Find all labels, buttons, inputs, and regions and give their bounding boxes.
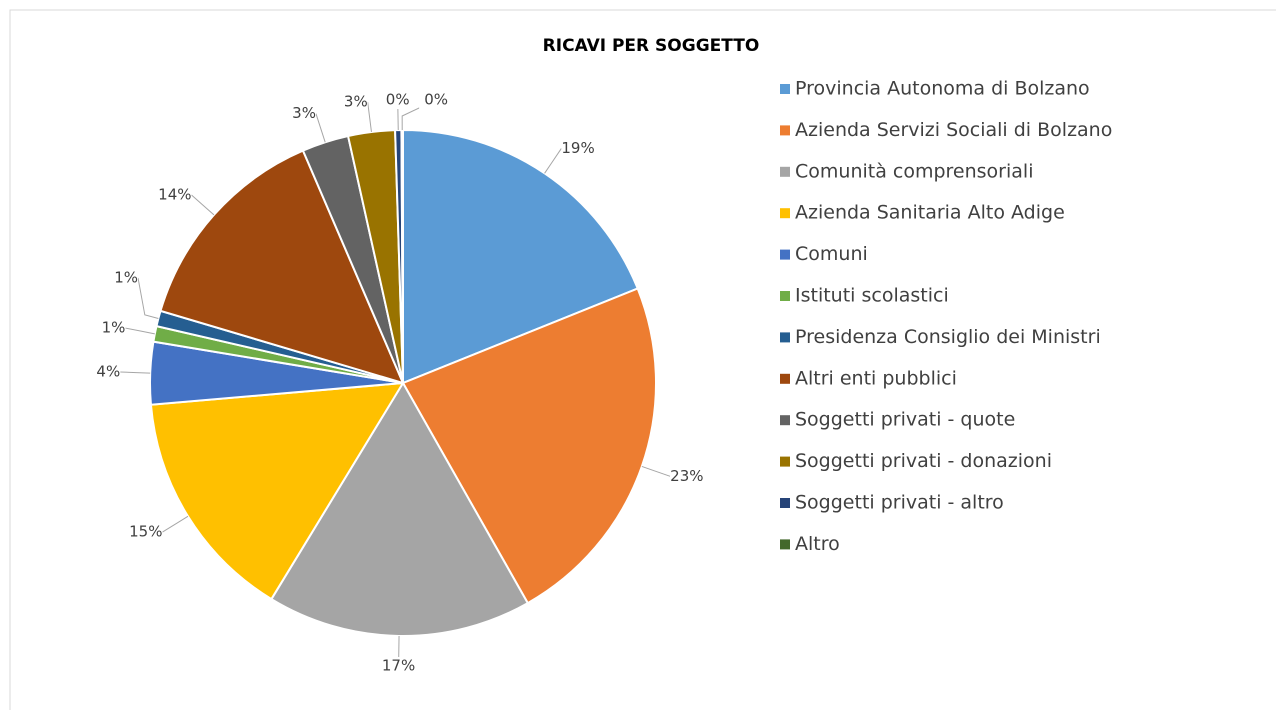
pie-slice (400, 128, 404, 384)
pie-slice (270, 381, 530, 637)
leader-line (641, 465, 671, 477)
leader-line (367, 102, 372, 133)
chart-title: RICAVI PER SOGGETTO (543, 36, 760, 56)
data-label: 15% (129, 523, 162, 541)
legend-label: Istituti scolastici (795, 285, 949, 307)
label-bg (281, 104, 316, 123)
legend-label: Comunità comprensoriali (795, 160, 1033, 182)
data-label: 19% (561, 139, 594, 157)
legend-swatch (780, 125, 790, 136)
label-bg (104, 268, 139, 287)
label-bg (128, 523, 163, 542)
legend-swatch (780, 208, 790, 219)
leader-line (315, 113, 326, 143)
data-label: 17% (382, 656, 415, 674)
data-label: 0% (386, 91, 410, 109)
legend-label: Soggetti privati - donazioni (795, 450, 1052, 472)
leader-line (544, 148, 562, 174)
data-label: 0% (424, 90, 448, 108)
label-bg (333, 93, 368, 112)
label-bg (91, 319, 126, 338)
legend-label: Comuni (795, 243, 868, 265)
leader-line (120, 371, 151, 374)
pie-slice (401, 287, 657, 605)
legend-swatch (780, 249, 790, 260)
label-bg (670, 467, 705, 486)
legend-label: Presidenza Consiglio dei Ministri (795, 326, 1101, 348)
label-bg (380, 91, 415, 110)
legend-swatch (780, 166, 790, 177)
legend-swatch (780, 332, 790, 343)
label-bg (157, 185, 192, 204)
chart-frame (9, 9, 1276, 710)
pie-slice (159, 149, 405, 385)
legend-swatch (780, 84, 790, 94)
legend-label: Soggetti privati - quote (795, 409, 1015, 431)
legend-label: Altro (795, 533, 840, 555)
data-label: 23% (670, 467, 703, 485)
leader-line (125, 327, 155, 335)
data-label: 3% (292, 104, 316, 122)
legend-swatch (780, 539, 790, 550)
label-bg (419, 90, 454, 109)
leader-line (137, 277, 159, 319)
legend-label: Azienda Servizi Sociali di Bolzano (795, 119, 1112, 141)
leader-line (162, 515, 189, 533)
label-bg (381, 656, 416, 675)
legend-swatch (780, 291, 790, 301)
legend-swatch (780, 415, 790, 426)
legend-label: Azienda Sanitaria Alto Adige (795, 202, 1065, 224)
data-label: 4% (96, 362, 120, 380)
data-label: 3% (344, 93, 368, 111)
legend-swatch (780, 456, 790, 467)
data-label: 1% (102, 319, 126, 337)
legend-swatch (780, 373, 790, 384)
legend-label: Soggetti privati - altro (795, 492, 1004, 514)
legend-label: Altri enti pubblici (795, 367, 957, 389)
leader-line (191, 194, 215, 216)
legend-label: Provincia Autonoma di Bolzano (795, 78, 1090, 100)
data-label: 1% (114, 268, 138, 286)
data-label: 14% (158, 185, 191, 203)
pie-slice (402, 128, 639, 385)
label-bg (86, 362, 121, 381)
legend-swatch (780, 498, 790, 508)
label-bg (561, 139, 596, 158)
